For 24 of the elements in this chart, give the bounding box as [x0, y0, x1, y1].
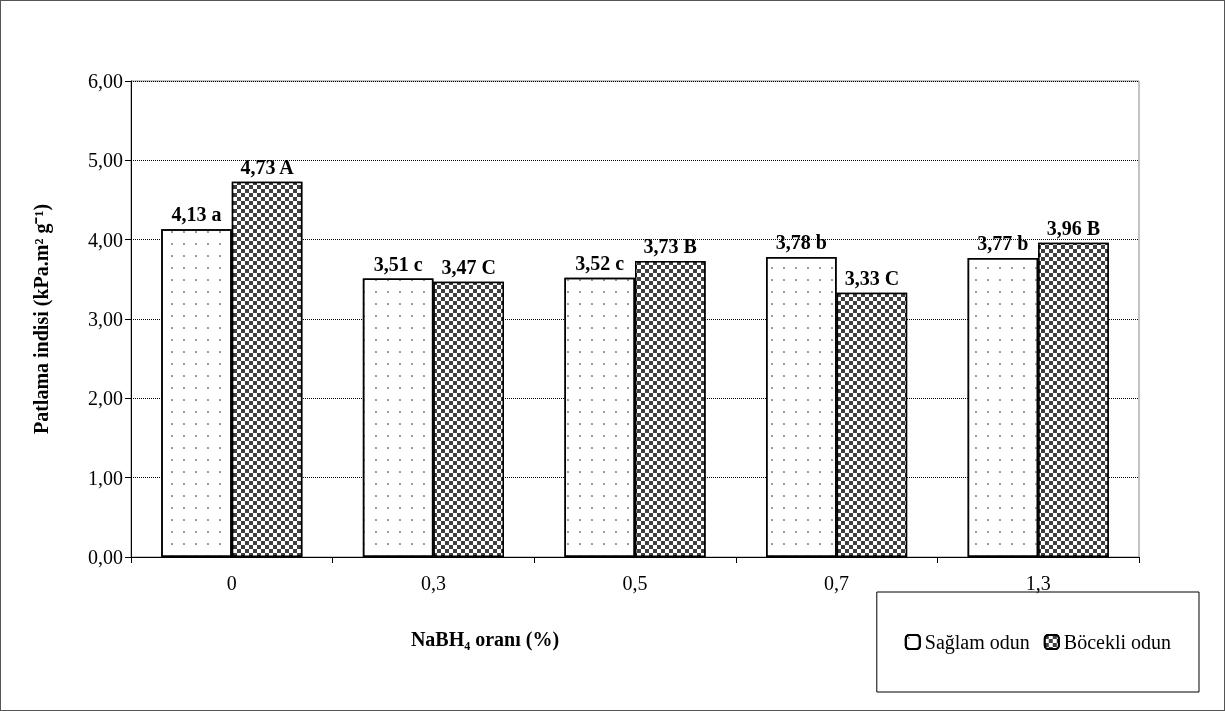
data-label: 3,96 B [1046, 216, 1101, 239]
x-tick-label: 0,7 [824, 572, 850, 594]
x-axis-title: NaBH₄ oranı (%) [410, 628, 560, 651]
y-tick-label: 4,00 [88, 228, 123, 251]
data-label: 3,77 b [977, 231, 1029, 254]
x-tick-label: 1,3 [1025, 572, 1051, 594]
legend-label: Böcekli odun [1063, 631, 1172, 653]
data-label: 4,13 a [171, 203, 222, 226]
y-tick-label: 3,00 [88, 308, 123, 330]
y-tick-label: 0,00 [88, 546, 123, 568]
data-label: 3,47 C [441, 255, 496, 278]
data-label: 4,73 A [240, 155, 295, 178]
data-label: 3,52 c [575, 251, 625, 274]
y-tick-label: 6,00 [88, 70, 123, 92]
data-label: 3,51 c [373, 252, 423, 275]
x-tick-label: 0,5 [622, 572, 648, 594]
x-tick-label: 0 [226, 572, 237, 594]
data-label: 3,33 C [844, 266, 900, 289]
y-axis-title: Patlama indisi (kPa.m² g⁻¹) [30, 203, 53, 435]
y-tick-label: 2,00 [88, 387, 123, 410]
x-tick-label: 0,3 [420, 572, 446, 594]
legend-label: Sağlam odun [924, 631, 1030, 654]
y-tick-label: 1,00 [88, 466, 123, 489]
y-tick-label: 5,00 [88, 149, 123, 172]
